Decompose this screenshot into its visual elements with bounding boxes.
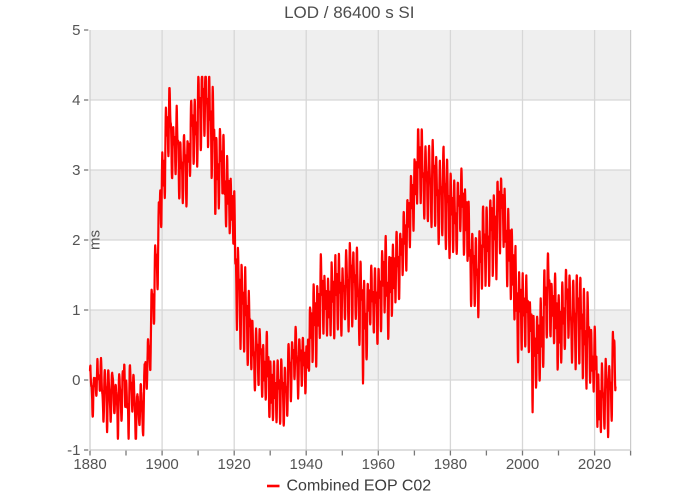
svg-text:-1: -1 [67, 442, 80, 459]
svg-text:5: 5 [72, 22, 80, 39]
svg-text:4: 4 [72, 92, 80, 109]
svg-text:LOD / 86400 s SI: LOD / 86400 s SI [284, 3, 414, 22]
svg-text:1920: 1920 [218, 456, 251, 473]
svg-text:1960: 1960 [362, 456, 395, 473]
svg-text:3: 3 [72, 162, 80, 179]
svg-text:2000: 2000 [506, 456, 539, 473]
svg-text:ms: ms [87, 230, 104, 250]
svg-text:1880: 1880 [73, 456, 106, 473]
svg-text:0: 0 [72, 372, 80, 389]
svg-text:2020: 2020 [578, 456, 611, 473]
svg-text:2: 2 [72, 232, 80, 249]
svg-text:1: 1 [72, 302, 80, 319]
svg-text:1940: 1940 [290, 456, 323, 473]
svg-text:1900: 1900 [145, 456, 178, 473]
svg-text:Combined EOP C02: Combined EOP C02 [287, 478, 432, 495]
svg-text:1980: 1980 [434, 456, 467, 473]
